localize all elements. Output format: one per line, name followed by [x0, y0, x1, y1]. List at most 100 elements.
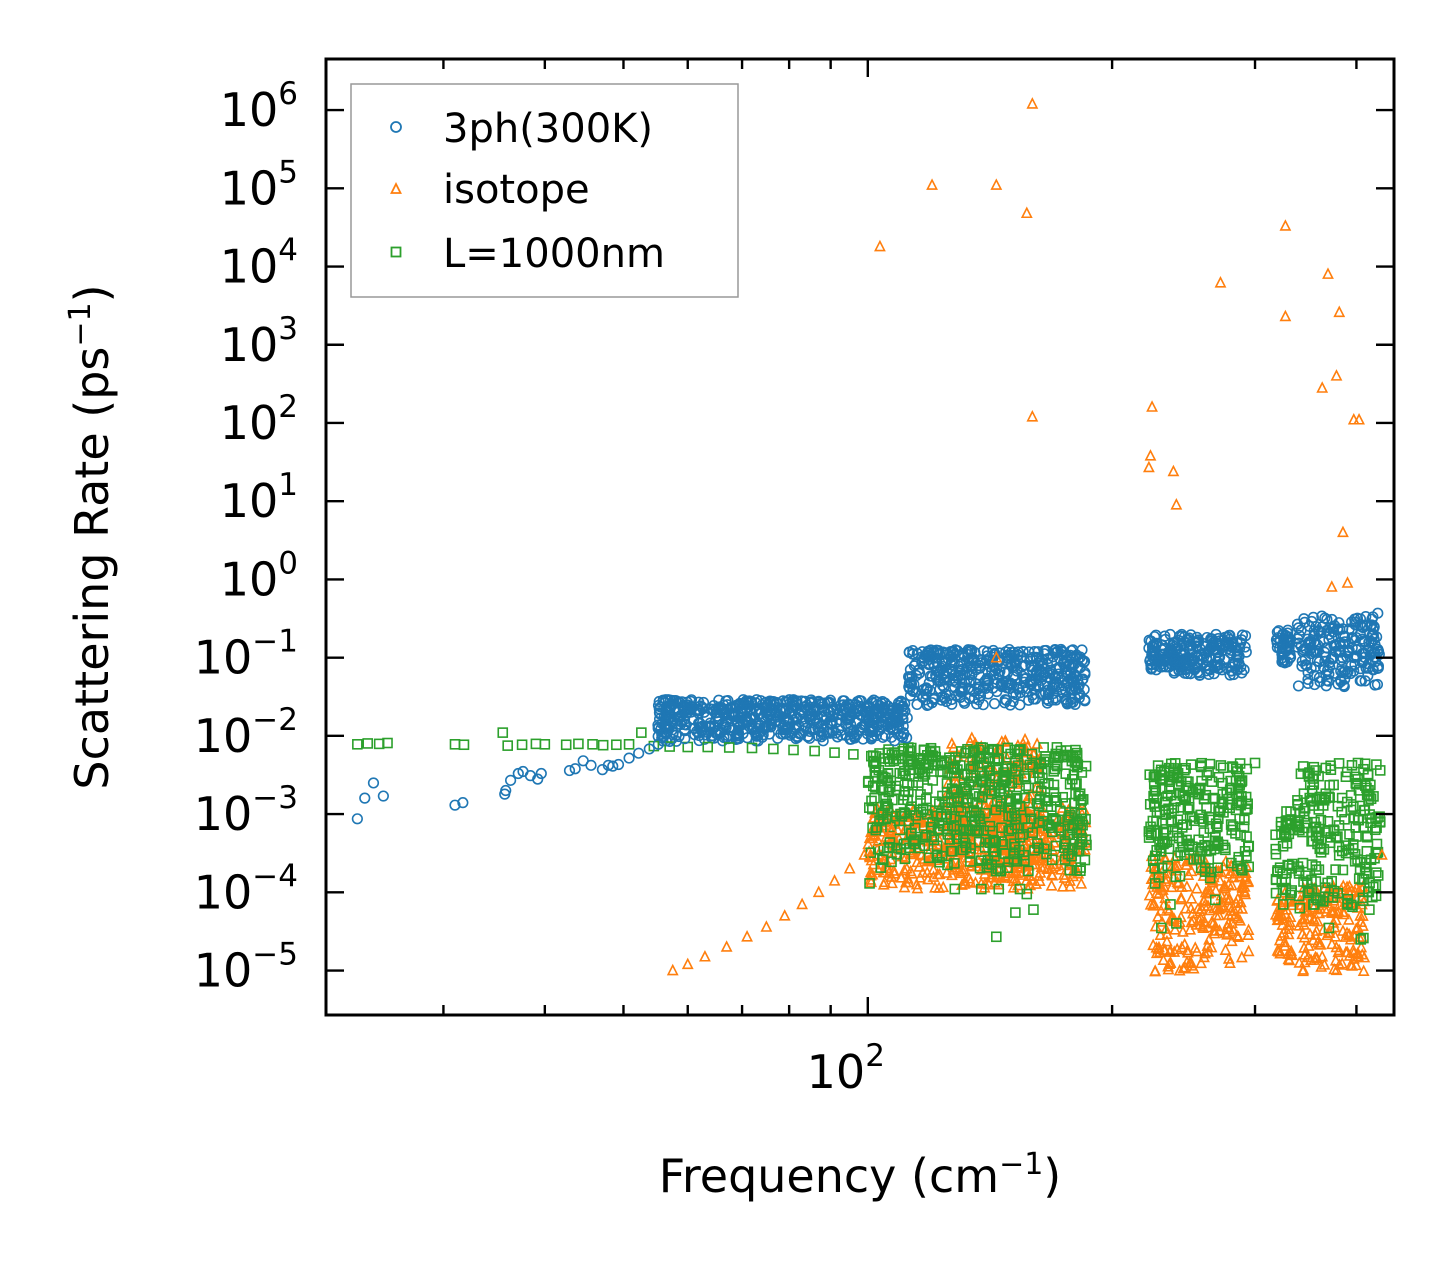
- series-1-band-5-point: [1339, 930, 1352, 942]
- series-1-point-2: [990, 178, 1003, 190]
- series-2-band-1-point: [1243, 841, 1254, 853]
- series-2-band-1-point: [1166, 808, 1177, 819]
- series-0-band-4-point: [1328, 622, 1340, 634]
- series-1-band-0-point: [895, 871, 907, 883]
- series-2-band-1-point: [1204, 872, 1216, 884]
- series-0-band-0-point: [656, 728, 668, 741]
- series-1-band-2-point: [1159, 943, 1172, 955]
- series-0-band-4-point: [1309, 678, 1321, 691]
- series-2-band-0-point: [997, 838, 1009, 850]
- series-2-band-0-point: [1014, 832, 1026, 843]
- series-1-band-2-point: [1147, 938, 1160, 951]
- series-1-point-37: [843, 861, 856, 874]
- series-2-band-1-point: [1160, 809, 1172, 820]
- series-2-band-0-point: [935, 808, 947, 820]
- series-2-band-0-point: [885, 775, 897, 787]
- series-1-band-3-point: [1219, 943, 1232, 955]
- series-2-band-0-point: [1059, 842, 1070, 854]
- series-2-band-0-point: [966, 820, 978, 832]
- series-0-point-25: [652, 738, 664, 750]
- series-1-band-5-point: [1298, 918, 1311, 930]
- series-2-point-39: [878, 854, 889, 866]
- series-0-band-2-point: [1184, 640, 1196, 652]
- series-2-band-1-point: [1204, 758, 1216, 770]
- series-0-band-1-point: [903, 671, 915, 683]
- series-0-point-26: [664, 735, 676, 747]
- series-2-band-3-point: [1364, 877, 1375, 889]
- series-1-band-4-point: [1283, 918, 1295, 931]
- series-2-band-0-point: [882, 802, 894, 813]
- series-0-band-0-point: [732, 730, 744, 742]
- series-0-band-4-point: [1371, 678, 1384, 691]
- series-1-band-2-point: [1185, 902, 1197, 914]
- series-1-band-3-point: [1208, 926, 1221, 939]
- series-0-band-1-point: [968, 692, 980, 704]
- series-1-band-5-point: [1313, 938, 1326, 950]
- series-0-band-4-point: [1305, 642, 1317, 654]
- series-0-point-56: [1144, 653, 1157, 665]
- series-1-band-0-point: [1046, 861, 1058, 874]
- series-0-band-2-point: [1192, 634, 1205, 646]
- series-2-point-37: [998, 767, 1009, 778]
- legend-label-isotope: isotope: [443, 167, 590, 213]
- series-2-point-36: [983, 765, 995, 776]
- series-0-band-group: [652, 610, 1385, 747]
- series-0-band-4-point: [1329, 667, 1341, 679]
- y-tick-label-8: 103: [220, 311, 298, 372]
- series-2-band-3-point: [1307, 800, 1319, 811]
- series-2-band-1-point: [1193, 788, 1205, 800]
- series-2-point-60: [1293, 890, 1305, 902]
- series-1-point-30: [720, 940, 733, 952]
- series-0-point-49: [1023, 646, 1035, 658]
- series-2-band-3-point: [1337, 864, 1349, 876]
- series-0-band-1-point: [1078, 656, 1090, 669]
- series-2-point-8: [516, 739, 528, 751]
- series-2-band-1-point: [1183, 776, 1194, 788]
- series-1-band-2-point: [1163, 945, 1176, 957]
- series-1-band-3-point: [1201, 939, 1214, 951]
- series-0-band-1-point: [961, 646, 974, 658]
- series-2-band-0-point: [1067, 773, 1078, 785]
- legend-box: [350, 83, 739, 298]
- series-0-point-65: [1239, 630, 1252, 642]
- series-2-band-1-point: [1151, 816, 1162, 827]
- series-1-band-0-point: [1045, 867, 1058, 880]
- series-2-band-0-point: [896, 753, 908, 764]
- series-2-band-0-point: [1023, 782, 1034, 794]
- series-2-point-12: [573, 738, 584, 750]
- series-0-band-0-point: [697, 696, 710, 709]
- series-2-point-11: [560, 739, 572, 751]
- series-2-band-1-point: [1242, 803, 1253, 815]
- series-1-band-0-point: [986, 867, 999, 880]
- series-2-band-0-point: [1070, 788, 1081, 800]
- series-1-band-2-point: [1175, 940, 1188, 953]
- series-1-band-3-point: [1238, 884, 1251, 896]
- series-2-band-3-point: [1353, 785, 1365, 796]
- series-2-band-0-point: [958, 831, 969, 843]
- series-2-band-0-point: [1011, 856, 1023, 867]
- series-0-band-0-point: [808, 703, 820, 715]
- series-0-band-2-point: [1212, 651, 1225, 663]
- series-0-band-1-point: [966, 668, 978, 681]
- series-1-band-0-point: [1045, 879, 1058, 891]
- series-0-point-57: [1155, 648, 1167, 661]
- series-2-point-10: [539, 738, 551, 750]
- series-2-band-3-point: [1314, 791, 1326, 803]
- series-2-point-21: [702, 741, 714, 753]
- series-2-band-0-point: [921, 793, 932, 805]
- series-0-band-2-point: [1200, 640, 1212, 652]
- series-2-band-0-point: [968, 805, 980, 816]
- series-2-band-0-point: [1059, 854, 1071, 865]
- series-2-band-0-point: [995, 783, 1007, 794]
- y-tick-label-6: 101: [220, 467, 298, 528]
- series-2-points: [352, 727, 1386, 945]
- series-0-band-1-point: [904, 664, 917, 676]
- series-2-band-1-point: [1179, 764, 1190, 776]
- series-2-band-0-point: [1019, 813, 1031, 825]
- series-2-band-0-point: [910, 810, 922, 821]
- series-0-band-1-point: [1002, 679, 1014, 691]
- series-2-point-24: [768, 743, 779, 755]
- series-2-band-1-point: [1201, 802, 1212, 813]
- series-1-band-3-point: [1224, 956, 1236, 969]
- series-0-point-42: [940, 695, 953, 708]
